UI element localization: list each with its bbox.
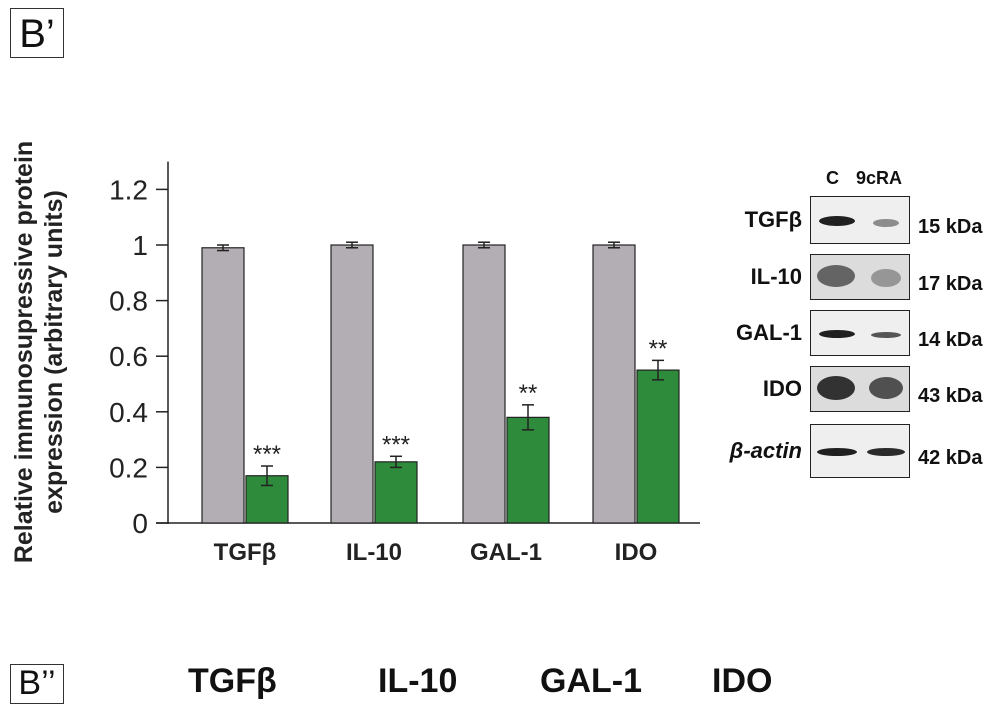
bottom-panel-heading: GAL-1	[540, 662, 642, 700]
blot-row-label: TGFβ	[744, 207, 802, 232]
blot-band	[867, 448, 905, 456]
bar	[592, 244, 636, 524]
significance-label: **	[519, 380, 538, 407]
blot-row-label: GAL-1	[736, 320, 802, 345]
blot-kda-label: 17 kDa	[918, 273, 983, 295]
lane-label: 9cRA	[856, 168, 903, 188]
bar	[462, 244, 506, 524]
panel-label-bottom: B’’	[10, 664, 64, 704]
blot-band	[871, 269, 901, 287]
x-tick-label: GAL-1	[470, 539, 542, 566]
bar	[636, 369, 680, 524]
y-tick-label: 0.6	[109, 341, 148, 372]
blot-strip	[810, 310, 910, 356]
bar	[506, 416, 550, 524]
y-tick-label: 0.2	[109, 452, 148, 483]
blot-band	[817, 375, 855, 400]
y-tick-label: 1	[132, 230, 148, 261]
panel-label: B’	[10, 8, 64, 58]
blot-band	[871, 331, 901, 338]
x-tick-label: IL-10	[346, 539, 402, 566]
blot-band	[819, 330, 855, 338]
bottom-panel-heading: TGFβ	[188, 662, 277, 700]
blot-strip	[810, 254, 910, 300]
blot-band	[869, 376, 903, 399]
x-tick-label: TGFβ	[214, 539, 277, 566]
y-tick-label: 0.8	[109, 286, 148, 317]
bar	[201, 247, 245, 524]
y-tick-label: 0	[132, 508, 148, 539]
blot-row-label: β-actin	[729, 438, 802, 463]
y-tick-label: 0.4	[109, 397, 148, 428]
blot-row-label: IL-10	[750, 264, 802, 289]
y-axis-title-line1: Relative immunosupressive protein	[10, 141, 38, 563]
y-tick-label: 1.2	[109, 174, 148, 205]
blot-band	[819, 216, 855, 226]
blot-kda-label: 15 kDa	[918, 216, 983, 238]
y-axis-title-line2: expression (arbitrary units)	[40, 190, 68, 514]
bottom-panel-heading: IL-10	[378, 662, 458, 700]
significance-label: ***	[382, 431, 410, 458]
bar	[330, 244, 374, 524]
blot-row-label: IDO	[762, 376, 802, 401]
blot-band	[817, 264, 855, 287]
bar	[374, 461, 418, 524]
bottom-panel-heading: IDO	[712, 662, 773, 700]
blot-strip	[810, 424, 910, 478]
blot-kda-label: 14 kDa	[918, 329, 983, 351]
blot-band	[817, 448, 857, 456]
chart-labels: 0 0.2 0.4 0.6 0.8 1 1.2 Relative immunosupressi…	[10, 141, 667, 566]
chart-bars	[201, 241, 680, 524]
blot-strip	[810, 196, 910, 244]
blot-kda-label: 43 kDa	[918, 385, 983, 407]
x-tick-label: IDO	[615, 539, 658, 566]
lane-label: C	[826, 168, 839, 188]
significance-label: **	[649, 335, 668, 362]
blot-kda-label: 42 kDa	[918, 447, 983, 469]
significance-label: ***	[253, 441, 281, 468]
blot-band	[873, 219, 899, 228]
blot-strip	[810, 366, 910, 412]
